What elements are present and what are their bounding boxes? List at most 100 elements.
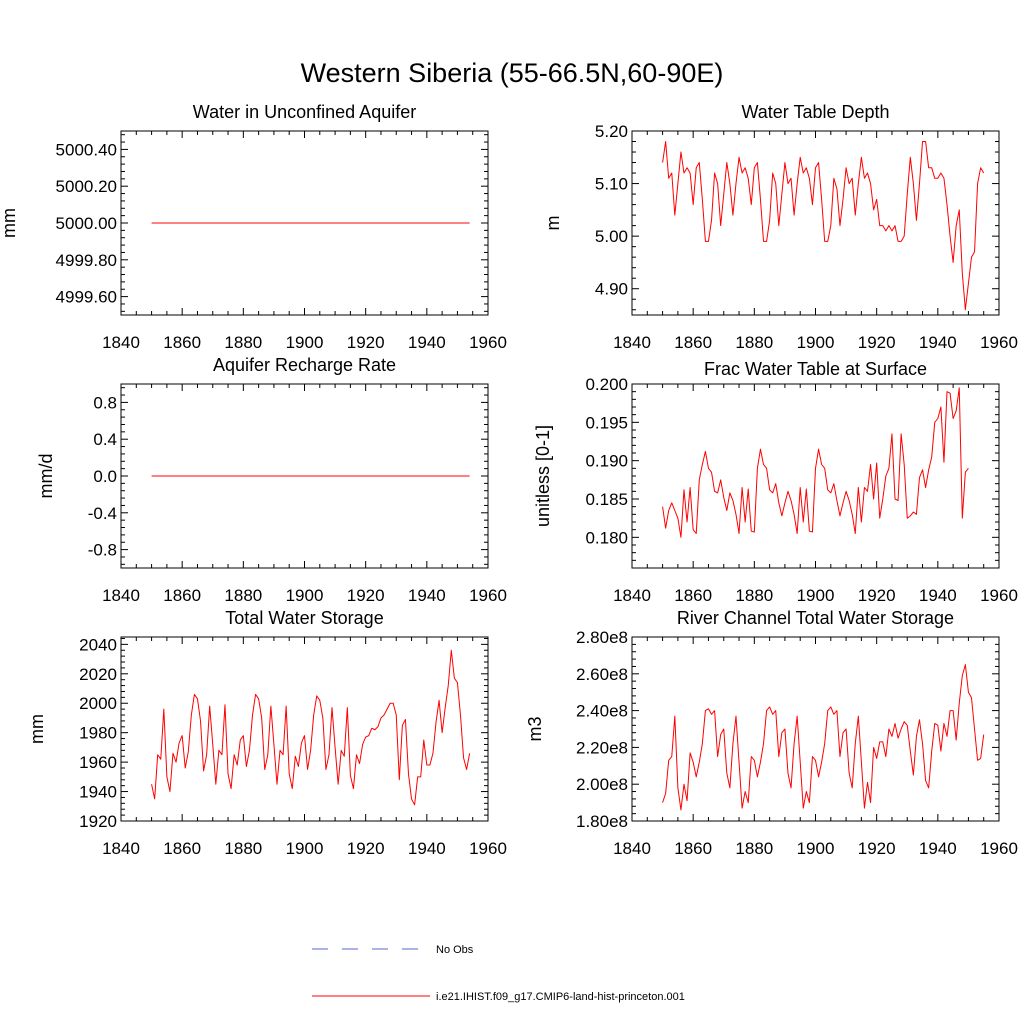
x-tick-label: 1840 (613, 839, 651, 858)
plot-frame (120, 636, 489, 822)
x-tick-label: 1920 (347, 586, 385, 605)
x-tick-label: 1940 (919, 839, 957, 858)
series-line (151, 649, 471, 806)
x-tick-label: 1860 (163, 586, 201, 605)
y-tick-label: 2.40e8 (576, 702, 628, 721)
y-axis-label: unitless [0-1] (533, 425, 553, 527)
panel-title: Total Water Storage (225, 608, 383, 628)
y-tick-label: 1940 (79, 783, 117, 802)
y-tick-label: 5.00 (595, 227, 628, 246)
y-tick-label: 5000.00 (56, 214, 117, 233)
x-tick-label: 1880 (224, 839, 262, 858)
y-axis-label: m3 (525, 716, 545, 741)
y-tick-label: 1920 (79, 812, 117, 831)
y-tick-label: 5000.40 (56, 140, 117, 159)
y-tick-label: 0.195 (585, 413, 628, 432)
y-tick-label: 2020 (79, 665, 117, 684)
x-tick-label: 1960 (469, 333, 507, 352)
y-tick-label: 0.4 (93, 430, 117, 449)
x-tick-label: 1900 (797, 333, 835, 352)
x-tick-label: 1880 (224, 586, 262, 605)
x-tick-label: 1880 (735, 586, 773, 605)
plot-frame (631, 130, 1000, 316)
panel-water-table-depth: Water Table Depth m 1840 1860 1880 1900 1920… (543, 102, 1018, 352)
x-tick-label: 1880 (735, 333, 773, 352)
legend-model-label: i.e21.IHIST.f09_g17.CMIP6-land-hist-prin… (436, 991, 685, 1003)
x-tick-label: 1940 (919, 333, 957, 352)
x-tick-label: 1960 (980, 839, 1018, 858)
x-tick-label: 1960 (469, 839, 507, 858)
y-tick-label: 4999.60 (56, 288, 117, 307)
y-tick-label: 1960 (79, 753, 117, 772)
x-tick-label: 1900 (797, 839, 835, 858)
panel-title: River Channel Total Water Storage (677, 608, 954, 628)
panel-title: Water Table Depth (741, 102, 889, 122)
y-axis-label: mm/d (36, 454, 56, 499)
x-tick-label: 1860 (163, 839, 201, 858)
legend-obs-label: No Obs (436, 944, 474, 956)
y-axis-label: m (543, 216, 563, 231)
x-tick-label: 1880 (735, 839, 773, 858)
y-tick-label: -0.4 (88, 504, 117, 523)
x-tick-label: 1960 (469, 586, 507, 605)
x-tick-label: 1840 (102, 839, 140, 858)
series-line (662, 664, 985, 811)
panel-aquifer-recharge-rate: Aquifer Recharge Rate mm/d 1840 1860 1880 1… (36, 355, 507, 605)
panel-title: Frac Water Table at Surface (704, 359, 927, 379)
y-axis-label: mm (27, 714, 47, 744)
y-tick-label: 5000.20 (56, 177, 117, 196)
figure-title: Western Siberia (55-66.5N,60-90E) (301, 58, 724, 88)
x-tick-label: 1840 (102, 333, 140, 352)
x-tick-label: 1840 (613, 333, 651, 352)
x-tick-label: 1940 (408, 333, 446, 352)
x-tick-label: 1900 (286, 333, 324, 352)
panel-title: Water in Unconfined Aquifer (193, 102, 416, 122)
x-tick-label: 1860 (674, 586, 712, 605)
x-tick-label: 1880 (224, 333, 262, 352)
y-tick-label: 5.20 (595, 122, 628, 141)
x-tick-label: 1900 (286, 839, 324, 858)
y-tick-label: 2000 (79, 694, 117, 713)
y-tick-label: 0.180 (585, 528, 628, 547)
y-tick-label: 4.90 (595, 280, 628, 299)
legend: No Obs i.e21.IHIST.f09_g17.CMIP6-land-hi… (312, 944, 685, 1003)
x-tick-label: 1920 (347, 333, 385, 352)
x-tick-label: 1960 (980, 586, 1018, 605)
x-tick-label: 1940 (408, 586, 446, 605)
y-tick-label: 0.185 (585, 490, 628, 509)
y-tick-label: 1980 (79, 724, 117, 743)
x-tick-label: 1860 (674, 333, 712, 352)
y-tick-label: 0.190 (585, 452, 628, 471)
series-line (662, 141, 985, 311)
x-tick-label: 1940 (919, 586, 957, 605)
y-tick-label: 0.200 (585, 375, 628, 394)
panel-total-water-storage: Total Water Storage mm 1840 1860 1880 1900 1… (27, 608, 507, 858)
y-axis-label: mm (0, 208, 19, 238)
y-tick-label: 2040 (79, 635, 117, 654)
x-tick-label: 1960 (980, 333, 1018, 352)
panel-title: Aquifer Recharge Rate (213, 355, 396, 375)
y-tick-label: 2.60e8 (576, 665, 628, 684)
y-tick-label: 0.8 (93, 393, 117, 412)
x-tick-label: 1920 (347, 839, 385, 858)
panel-river-channel-total-water-storage: River Channel Total Water Storage m3 184… (525, 608, 1018, 858)
panel-frac-water-table-at-surface: Frac Water Table at Surface unitless [0-… (533, 359, 1018, 605)
y-tick-label: -0.8 (88, 541, 117, 560)
y-tick-label: 1.80e8 (576, 812, 628, 831)
y-tick-label: 2.00e8 (576, 775, 628, 794)
x-tick-label: 1900 (797, 586, 835, 605)
series-line (662, 387, 969, 538)
x-tick-label: 1860 (674, 839, 712, 858)
x-tick-label: 1840 (102, 586, 140, 605)
x-tick-label: 1840 (613, 586, 651, 605)
x-tick-label: 1920 (858, 586, 896, 605)
y-tick-label: 2.80e8 (576, 628, 628, 647)
y-tick-label: 2.20e8 (576, 738, 628, 757)
x-tick-label: 1900 (286, 586, 324, 605)
x-tick-label: 1920 (858, 839, 896, 858)
x-tick-label: 1860 (163, 333, 201, 352)
panel-water-in-unconfined-aquifer: Water in Unconfined Aquifer mm 1840 1860 1… (0, 102, 507, 352)
x-tick-label: 1940 (408, 839, 446, 858)
y-tick-label: 0.0 (93, 467, 117, 486)
